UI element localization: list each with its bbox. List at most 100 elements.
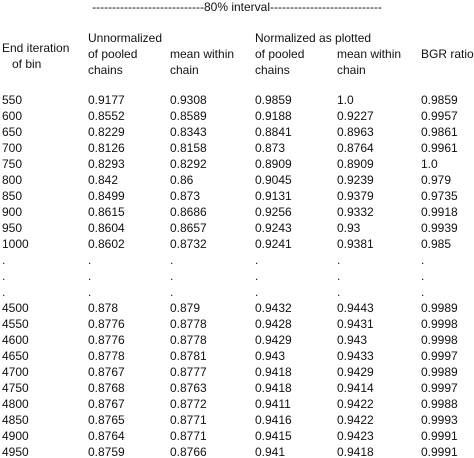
table-cell: 4950 — [2, 445, 29, 458]
table-cell: . — [421, 285, 425, 299]
table-cell: 0.9241 — [255, 237, 292, 251]
table-cell: 850 — [2, 189, 23, 203]
table-cell: . — [170, 253, 174, 267]
table-cell: 0.8657 — [170, 221, 207, 235]
table-cell: . — [2, 253, 6, 267]
column-header: of pooled — [88, 47, 138, 61]
table-cell: 0.9423 — [337, 429, 374, 443]
table-cell: 0.9422 — [337, 397, 374, 411]
table-cell: 1.0 — [337, 93, 354, 107]
table-cell: 0.9227 — [337, 109, 374, 123]
table-cell: 0.9422 — [337, 413, 374, 427]
table-cell: 0.879 — [170, 301, 201, 315]
table-cell: 0.8778 — [88, 349, 125, 363]
table-cell: 0.9997 — [421, 349, 458, 363]
table-cell: 0.8343 — [170, 125, 207, 139]
table-cell: 0.8772 — [170, 397, 207, 411]
table-cell: 0.8764 — [88, 429, 125, 443]
table-cell: 0.8777 — [170, 365, 207, 379]
column-header: Unnormalized — [88, 31, 163, 45]
table-cell: 0.8158 — [170, 141, 207, 155]
table-cell: 0.8776 — [88, 333, 125, 347]
table-cell: 4800 — [2, 397, 29, 411]
table-cell: 4600 — [2, 333, 29, 347]
table-cell: . — [255, 269, 259, 283]
table-cell: 0.9991 — [421, 445, 458, 458]
table-cell: 0.8604 — [88, 221, 125, 235]
table-cell: 0.9993 — [421, 413, 458, 427]
table-cell: . — [2, 285, 6, 299]
table-cell: 0.8499 — [88, 189, 125, 203]
table-cell: 0.8589 — [170, 109, 207, 123]
table-title: ----------------------------80% interval… — [92, 0, 382, 14]
table-cell: 700 — [2, 141, 23, 155]
table-cell: . — [255, 253, 259, 267]
table-cell: . — [88, 285, 92, 299]
table-cell: 0.9961 — [421, 141, 458, 155]
table-cell: 0.9239 — [337, 173, 374, 187]
table-cell: 0.943 — [255, 349, 286, 363]
table-cell: 4500 — [2, 301, 29, 315]
table-cell: 1000 — [2, 237, 29, 251]
table-cell: 0.873 — [255, 141, 286, 155]
table-cell: 0.86 — [170, 173, 194, 187]
table-cell: 4750 — [2, 381, 29, 395]
table-cell: . — [88, 253, 92, 267]
table-cell: 950 — [2, 221, 23, 235]
table-cell: 0.8771 — [170, 413, 207, 427]
table-cell: 0.9859 — [255, 93, 292, 107]
table-cell: . — [337, 285, 341, 299]
column-header: of bin — [12, 57, 42, 71]
table-cell: 4650 — [2, 349, 29, 363]
table-cell: 0.9131 — [255, 189, 292, 203]
table-cell: 0.9418 — [255, 365, 292, 379]
table-cell: 0.9429 — [255, 333, 292, 347]
table-cell: 0.9418 — [337, 445, 374, 458]
table-cell: 0.9957 — [421, 109, 458, 123]
table-cell: 0.8732 — [170, 237, 207, 251]
table-cell: 0.9045 — [255, 173, 292, 187]
table-cell: 0.9989 — [421, 365, 458, 379]
table-cell: 900 — [2, 205, 23, 219]
table-cell: . — [170, 285, 174, 299]
table-cell: 0.9416 — [255, 413, 292, 427]
table-cell: 750 — [2, 157, 23, 171]
table-cell: 0.8768 — [88, 381, 125, 395]
table-cell: 0.9991 — [421, 429, 458, 443]
table-cell: . — [2, 269, 6, 283]
table-cell: 550 — [2, 93, 23, 107]
column-header: mean within — [170, 47, 235, 61]
table-cell: 650 — [2, 125, 23, 139]
table-cell: 0.9861 — [421, 125, 458, 139]
table-cell: . — [255, 285, 259, 299]
table-cell: 0.9332 — [337, 205, 374, 219]
table-cell: 0.9429 — [337, 365, 374, 379]
column-header: BGR ratio — [421, 47, 474, 61]
table-cell: 0.979 — [421, 173, 452, 187]
table-cell: 0.9988 — [421, 397, 458, 411]
table-cell: 0.8615 — [88, 205, 125, 219]
column-header: mean within — [337, 47, 402, 61]
table-cell: 0.8229 — [88, 125, 125, 139]
table-cell: 0.8759 — [88, 445, 125, 458]
table-cell: 0.8776 — [88, 317, 125, 331]
table-cell: 0.9243 — [255, 221, 292, 235]
table-cell: 0.8909 — [337, 157, 374, 171]
table-cell: 0.9308 — [170, 93, 207, 107]
column-header: Normalized as plotted — [255, 31, 372, 45]
table-cell: 0.93 — [337, 221, 361, 235]
table-cell: 0.941 — [255, 445, 286, 458]
table-cell: 0.9177 — [88, 93, 125, 107]
table-cell: 800 — [2, 173, 23, 187]
column-header: of pooled — [255, 47, 305, 61]
table-cell: 0.8767 — [88, 397, 125, 411]
table-cell: 0.943 — [337, 333, 368, 347]
table-cell: 0.9859 — [421, 93, 458, 107]
table-cell: 0.8552 — [88, 109, 125, 123]
table-cell: 600 — [2, 109, 23, 123]
table-cell: 4850 — [2, 413, 29, 427]
table-cell: . — [421, 253, 425, 267]
table-cell: 0.9428 — [255, 317, 292, 331]
column-header: chain — [337, 63, 366, 77]
